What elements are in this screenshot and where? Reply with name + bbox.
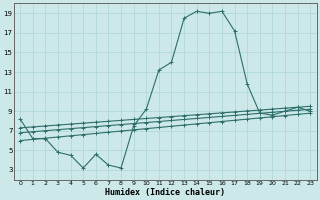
X-axis label: Humidex (Indice chaleur): Humidex (Indice chaleur) xyxy=(105,188,225,197)
